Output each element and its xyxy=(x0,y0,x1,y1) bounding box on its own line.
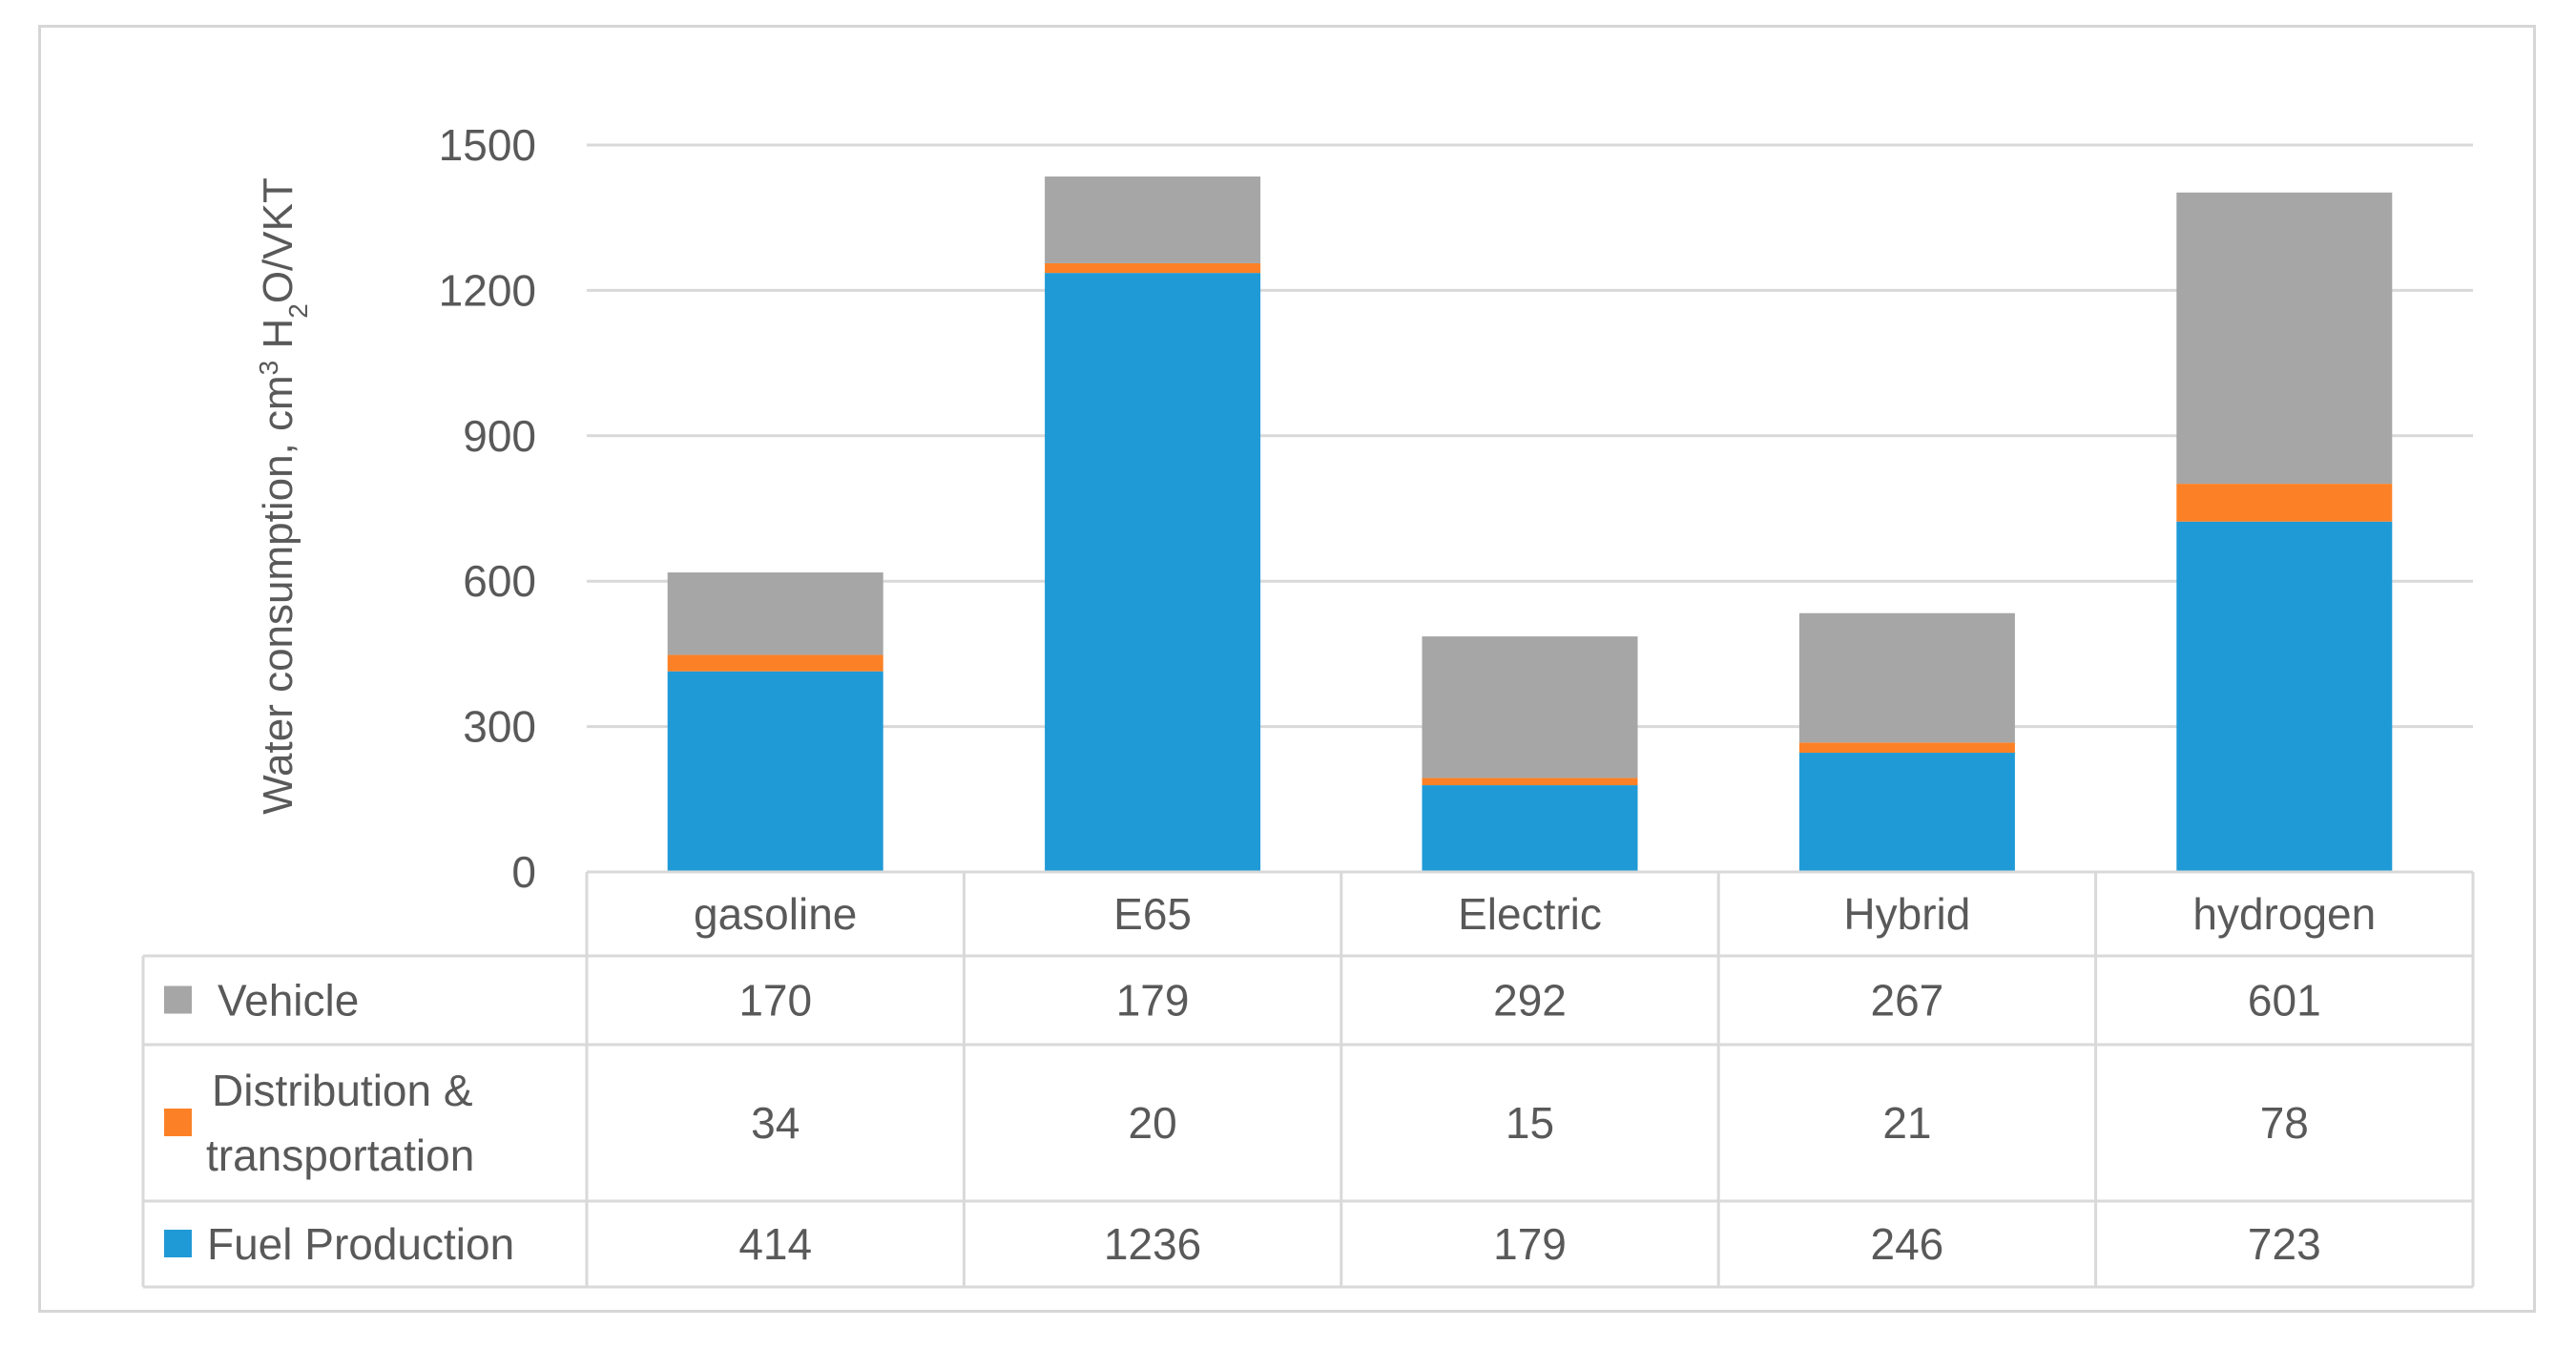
table-cell: 15 xyxy=(1506,1098,1554,1148)
y-axis-label-part: 3 xyxy=(254,361,283,376)
gridlines xyxy=(587,143,2473,729)
table-cell: 179 xyxy=(1493,1219,1567,1269)
bar-segment-distribution-transportation xyxy=(1798,742,2015,754)
bar-segment-distribution-transportation xyxy=(2176,484,2393,522)
y-tick-label: 900 xyxy=(463,411,536,461)
category-label: hydrogen xyxy=(2192,889,2376,939)
bar-segment-vehicle xyxy=(2176,192,2393,485)
table-cell: 723 xyxy=(2248,1219,2321,1269)
table-cell: 34 xyxy=(751,1098,800,1148)
legend-label: transportation xyxy=(206,1130,474,1180)
legend-key xyxy=(164,1109,192,1136)
bar-segment-fuel-production xyxy=(1045,273,1261,872)
table-cell: 267 xyxy=(1871,976,1944,1026)
table-cell: 601 xyxy=(2248,976,2321,1026)
bar-segment-vehicle xyxy=(1422,636,1638,778)
y-axis-label: Water consumption, cm3 H2O/VKT xyxy=(254,177,313,815)
category-label: Electric xyxy=(1458,889,1602,939)
legend-label: Vehicle xyxy=(218,976,359,1026)
y-axis-label-part: O/VKT xyxy=(255,177,301,303)
bar-segment-fuel-production xyxy=(1798,753,2015,872)
legend-label: Fuel Production xyxy=(207,1219,514,1269)
bar-segment-distribution-transportation xyxy=(1045,262,1261,274)
category-label: E65 xyxy=(1113,889,1192,939)
table-cell: 179 xyxy=(1116,976,1190,1026)
table-cell: 21 xyxy=(1882,1098,1931,1148)
bars xyxy=(667,176,2393,872)
bar-segment-vehicle xyxy=(1798,612,2015,743)
bar-segment-fuel-production xyxy=(667,671,883,872)
table-cell: 20 xyxy=(1129,1098,1177,1148)
y-tick-label: 600 xyxy=(463,556,536,606)
bar-segment-distribution-transportation xyxy=(667,654,883,672)
chart-frame xyxy=(38,25,2536,1313)
bar-segment-fuel-production xyxy=(1422,785,1638,872)
bar-segment-vehicle xyxy=(667,572,883,655)
y-tick-labels: 0 300 600 900 1200 1500 xyxy=(439,120,536,897)
table-cell: 246 xyxy=(1871,1219,1944,1269)
bar-segment-fuel-production xyxy=(2176,521,2393,872)
y-axis-label-part: Water consumption, cm xyxy=(255,375,301,815)
bar-segment-distribution-transportation xyxy=(1422,778,1638,786)
y-axis-label-part: 2 xyxy=(283,303,313,319)
table-cell: 170 xyxy=(738,976,812,1026)
legend-key xyxy=(164,985,192,1014)
legend-label: Distribution & xyxy=(212,1066,473,1115)
category-label: gasoline xyxy=(694,889,857,939)
y-tick-label: 1200 xyxy=(439,265,536,315)
table-cell: 414 xyxy=(738,1219,812,1269)
legend-key xyxy=(164,1230,192,1257)
category-label: Hybrid xyxy=(1843,889,1970,939)
table-cell: 1236 xyxy=(1104,1219,1201,1269)
table-cell: 292 xyxy=(1493,976,1567,1026)
y-tick-label: 1500 xyxy=(439,120,536,170)
table-cell: 78 xyxy=(2260,1098,2309,1148)
y-axis-label-part: H xyxy=(255,319,301,361)
y-tick-label: 0 xyxy=(511,847,536,897)
y-tick-label: 300 xyxy=(463,702,536,752)
bar-segment-vehicle xyxy=(1045,176,1261,263)
data-table: gasoline E65 Electric Hybrid hydrogen Vehicle… xyxy=(141,870,2475,1289)
